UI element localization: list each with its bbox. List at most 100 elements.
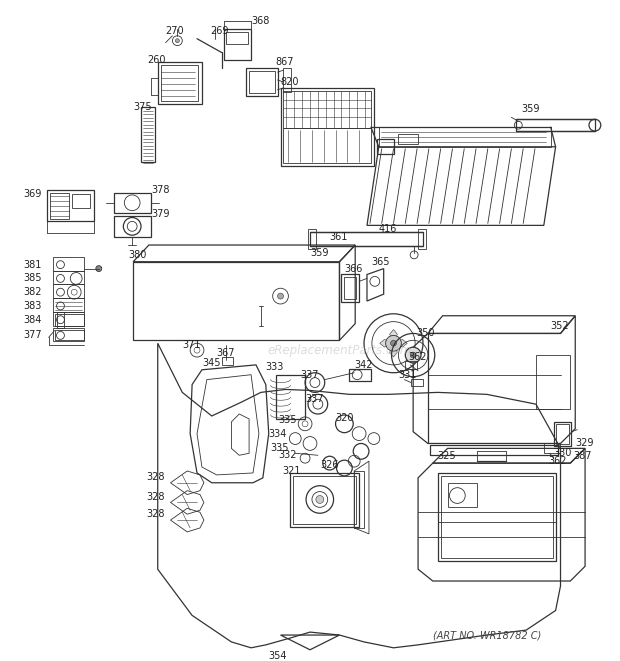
Circle shape [405,347,421,363]
Text: 380: 380 [128,250,146,260]
Text: eReplacementParts.com: eReplacementParts.com [267,344,412,357]
Bar [53,284,84,298]
Text: (ART NO. WR18782 C): (ART NO. WR18782 C) [433,630,541,640]
Bar [53,270,84,284]
Bar [290,473,359,527]
Text: 337: 337 [300,369,319,379]
Text: 320: 320 [335,413,354,423]
Bar [226,32,248,44]
Bar [293,476,356,524]
Text: 361: 361 [330,232,348,242]
Text: 333: 333 [266,362,284,372]
Text: 331: 331 [399,369,417,379]
Bar [544,444,559,453]
Bar [224,29,251,60]
Circle shape [96,266,102,272]
Bar [516,119,595,131]
Text: 362: 362 [549,456,567,466]
Bar [276,375,305,419]
Bar [157,62,202,104]
Bar [56,312,64,328]
Bar [448,483,477,508]
Circle shape [391,340,396,346]
Bar [536,355,570,409]
Text: 365: 365 [371,256,389,267]
Text: 820: 820 [280,77,299,87]
Bar [418,229,426,249]
Text: 337: 337 [305,394,324,405]
Bar [377,139,394,153]
Bar [50,193,69,219]
Text: 368: 368 [251,16,270,26]
Bar [379,127,551,147]
Polygon shape [380,340,394,347]
Text: 328: 328 [146,509,164,519]
Bar [280,88,374,167]
Text: 352: 352 [551,321,569,330]
Bar [399,134,418,144]
Text: 383: 383 [23,301,42,311]
Text: 867: 867 [276,58,294,67]
Circle shape [175,39,179,43]
Bar [441,476,552,559]
Text: 269: 269 [210,26,228,36]
Bar [283,68,291,92]
Bar [133,262,340,340]
Text: 330: 330 [554,448,572,458]
Bar [430,446,557,455]
Bar [349,369,371,381]
Bar [53,298,84,312]
Bar [53,312,84,326]
Text: 367: 367 [216,348,235,358]
Text: 375: 375 [133,102,152,112]
Text: 260: 260 [147,56,166,65]
Polygon shape [394,340,407,347]
Text: 378: 378 [151,185,169,195]
Bar [246,68,278,96]
Bar [141,108,155,161]
Text: 359: 359 [521,104,540,114]
Text: 371: 371 [182,340,201,350]
Text: 334: 334 [268,428,287,439]
Bar [161,65,198,100]
Text: 329: 329 [575,438,594,448]
Bar [405,361,417,369]
Text: 387: 387 [574,451,591,461]
Bar [411,379,423,387]
Text: 350: 350 [416,329,435,338]
Text: 381: 381 [23,260,42,270]
Text: 326: 326 [320,460,339,470]
Text: 328: 328 [146,472,164,482]
Text: 332: 332 [278,450,297,460]
Bar [53,257,84,270]
Circle shape [410,352,416,358]
Bar [55,330,84,340]
Bar [113,215,151,237]
Text: 362: 362 [408,352,427,362]
Text: 382: 382 [23,287,42,297]
Text: 328: 328 [146,492,164,502]
Text: 321: 321 [283,466,301,476]
Bar [221,357,233,365]
Polygon shape [390,330,397,343]
Text: 369: 369 [23,189,42,199]
Bar [342,274,359,302]
Text: 359: 359 [310,248,329,258]
Bar [554,422,571,446]
Text: 325: 325 [438,451,456,461]
Text: 366: 366 [344,264,363,274]
Polygon shape [390,343,397,357]
Bar [113,193,151,213]
Circle shape [316,496,324,504]
Bar [310,232,423,246]
Bar [53,328,84,341]
Text: 377: 377 [23,330,42,340]
Text: 342: 342 [354,360,373,370]
Text: 345: 345 [202,358,221,368]
Bar [73,194,90,208]
Bar [283,128,371,163]
Bar [55,314,84,326]
Bar [46,190,94,221]
Text: 379: 379 [151,209,169,219]
Bar [308,229,316,249]
